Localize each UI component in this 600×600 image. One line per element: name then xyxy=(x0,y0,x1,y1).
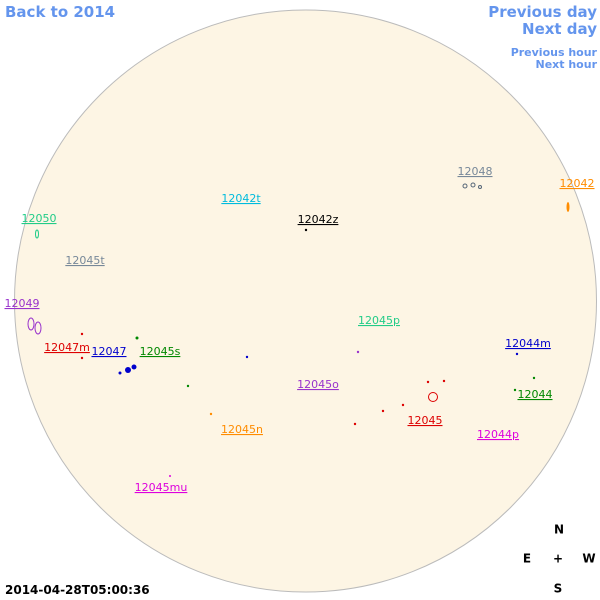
previous-hour-link[interactable]: Previous hour xyxy=(511,46,598,59)
spot xyxy=(442,379,446,383)
spot xyxy=(462,183,468,189)
compass-center: + xyxy=(553,552,563,566)
spot xyxy=(304,228,308,232)
region-label[interactable]: 12042t xyxy=(221,192,261,205)
compass-north: N xyxy=(554,523,564,537)
region-label[interactable]: 12045o xyxy=(297,378,339,391)
timestamp: 2014-04-28T05:00:36 xyxy=(5,583,150,597)
spot xyxy=(209,412,213,416)
region-label[interactable]: 12048 xyxy=(458,165,493,178)
compass-south: S xyxy=(554,582,563,596)
spot xyxy=(118,371,122,375)
spot xyxy=(169,475,171,477)
back-link[interactable]: Back to 2014 xyxy=(5,3,115,21)
region-label[interactable]: 12042z xyxy=(298,213,339,226)
spot xyxy=(27,317,35,331)
spot xyxy=(356,350,360,354)
spot xyxy=(35,229,39,239)
region-label[interactable]: 12049 xyxy=(5,297,40,310)
spot xyxy=(513,388,517,392)
spot xyxy=(428,392,438,402)
compass-west: W xyxy=(582,552,595,566)
spot xyxy=(532,376,536,380)
region-label[interactable]: 12045p xyxy=(358,314,400,327)
region-label[interactable]: 12045 xyxy=(408,414,443,427)
previous-day-link[interactable]: Previous day xyxy=(488,3,597,21)
spot xyxy=(80,356,84,360)
spot xyxy=(401,403,405,407)
spot xyxy=(131,364,137,370)
region-label[interactable]: 12045t xyxy=(65,254,105,267)
spot xyxy=(186,384,190,388)
region-label[interactable]: 12047m xyxy=(44,341,90,354)
spot xyxy=(353,422,357,426)
spot xyxy=(515,352,519,356)
spot xyxy=(470,182,476,188)
region-label[interactable]: 12045n xyxy=(221,423,263,436)
next-hour-link[interactable]: Next hour xyxy=(536,58,598,71)
spot xyxy=(478,185,482,189)
region-label[interactable]: 12044p xyxy=(477,428,519,441)
spots xyxy=(27,182,570,477)
region-label[interactable]: 12050 xyxy=(22,212,57,225)
spot xyxy=(426,380,430,384)
spot xyxy=(135,336,139,340)
compass-east: E xyxy=(523,552,531,566)
region-label[interactable]: 12042 xyxy=(560,177,595,190)
region-label[interactable]: 12045s xyxy=(140,345,181,358)
region-label[interactable]: 12044 xyxy=(518,388,553,401)
spot xyxy=(381,409,385,413)
next-day-link[interactable]: Next day xyxy=(522,20,597,38)
solar-disk xyxy=(14,9,597,593)
region-label[interactable]: 12045mu xyxy=(135,481,188,494)
region-label[interactable]: 12047 xyxy=(92,345,127,358)
spot xyxy=(245,355,249,359)
spot xyxy=(125,367,131,373)
region-label[interactable]: 12044m xyxy=(505,337,551,350)
spot xyxy=(80,332,84,336)
spot xyxy=(566,202,570,212)
spot xyxy=(34,321,42,335)
